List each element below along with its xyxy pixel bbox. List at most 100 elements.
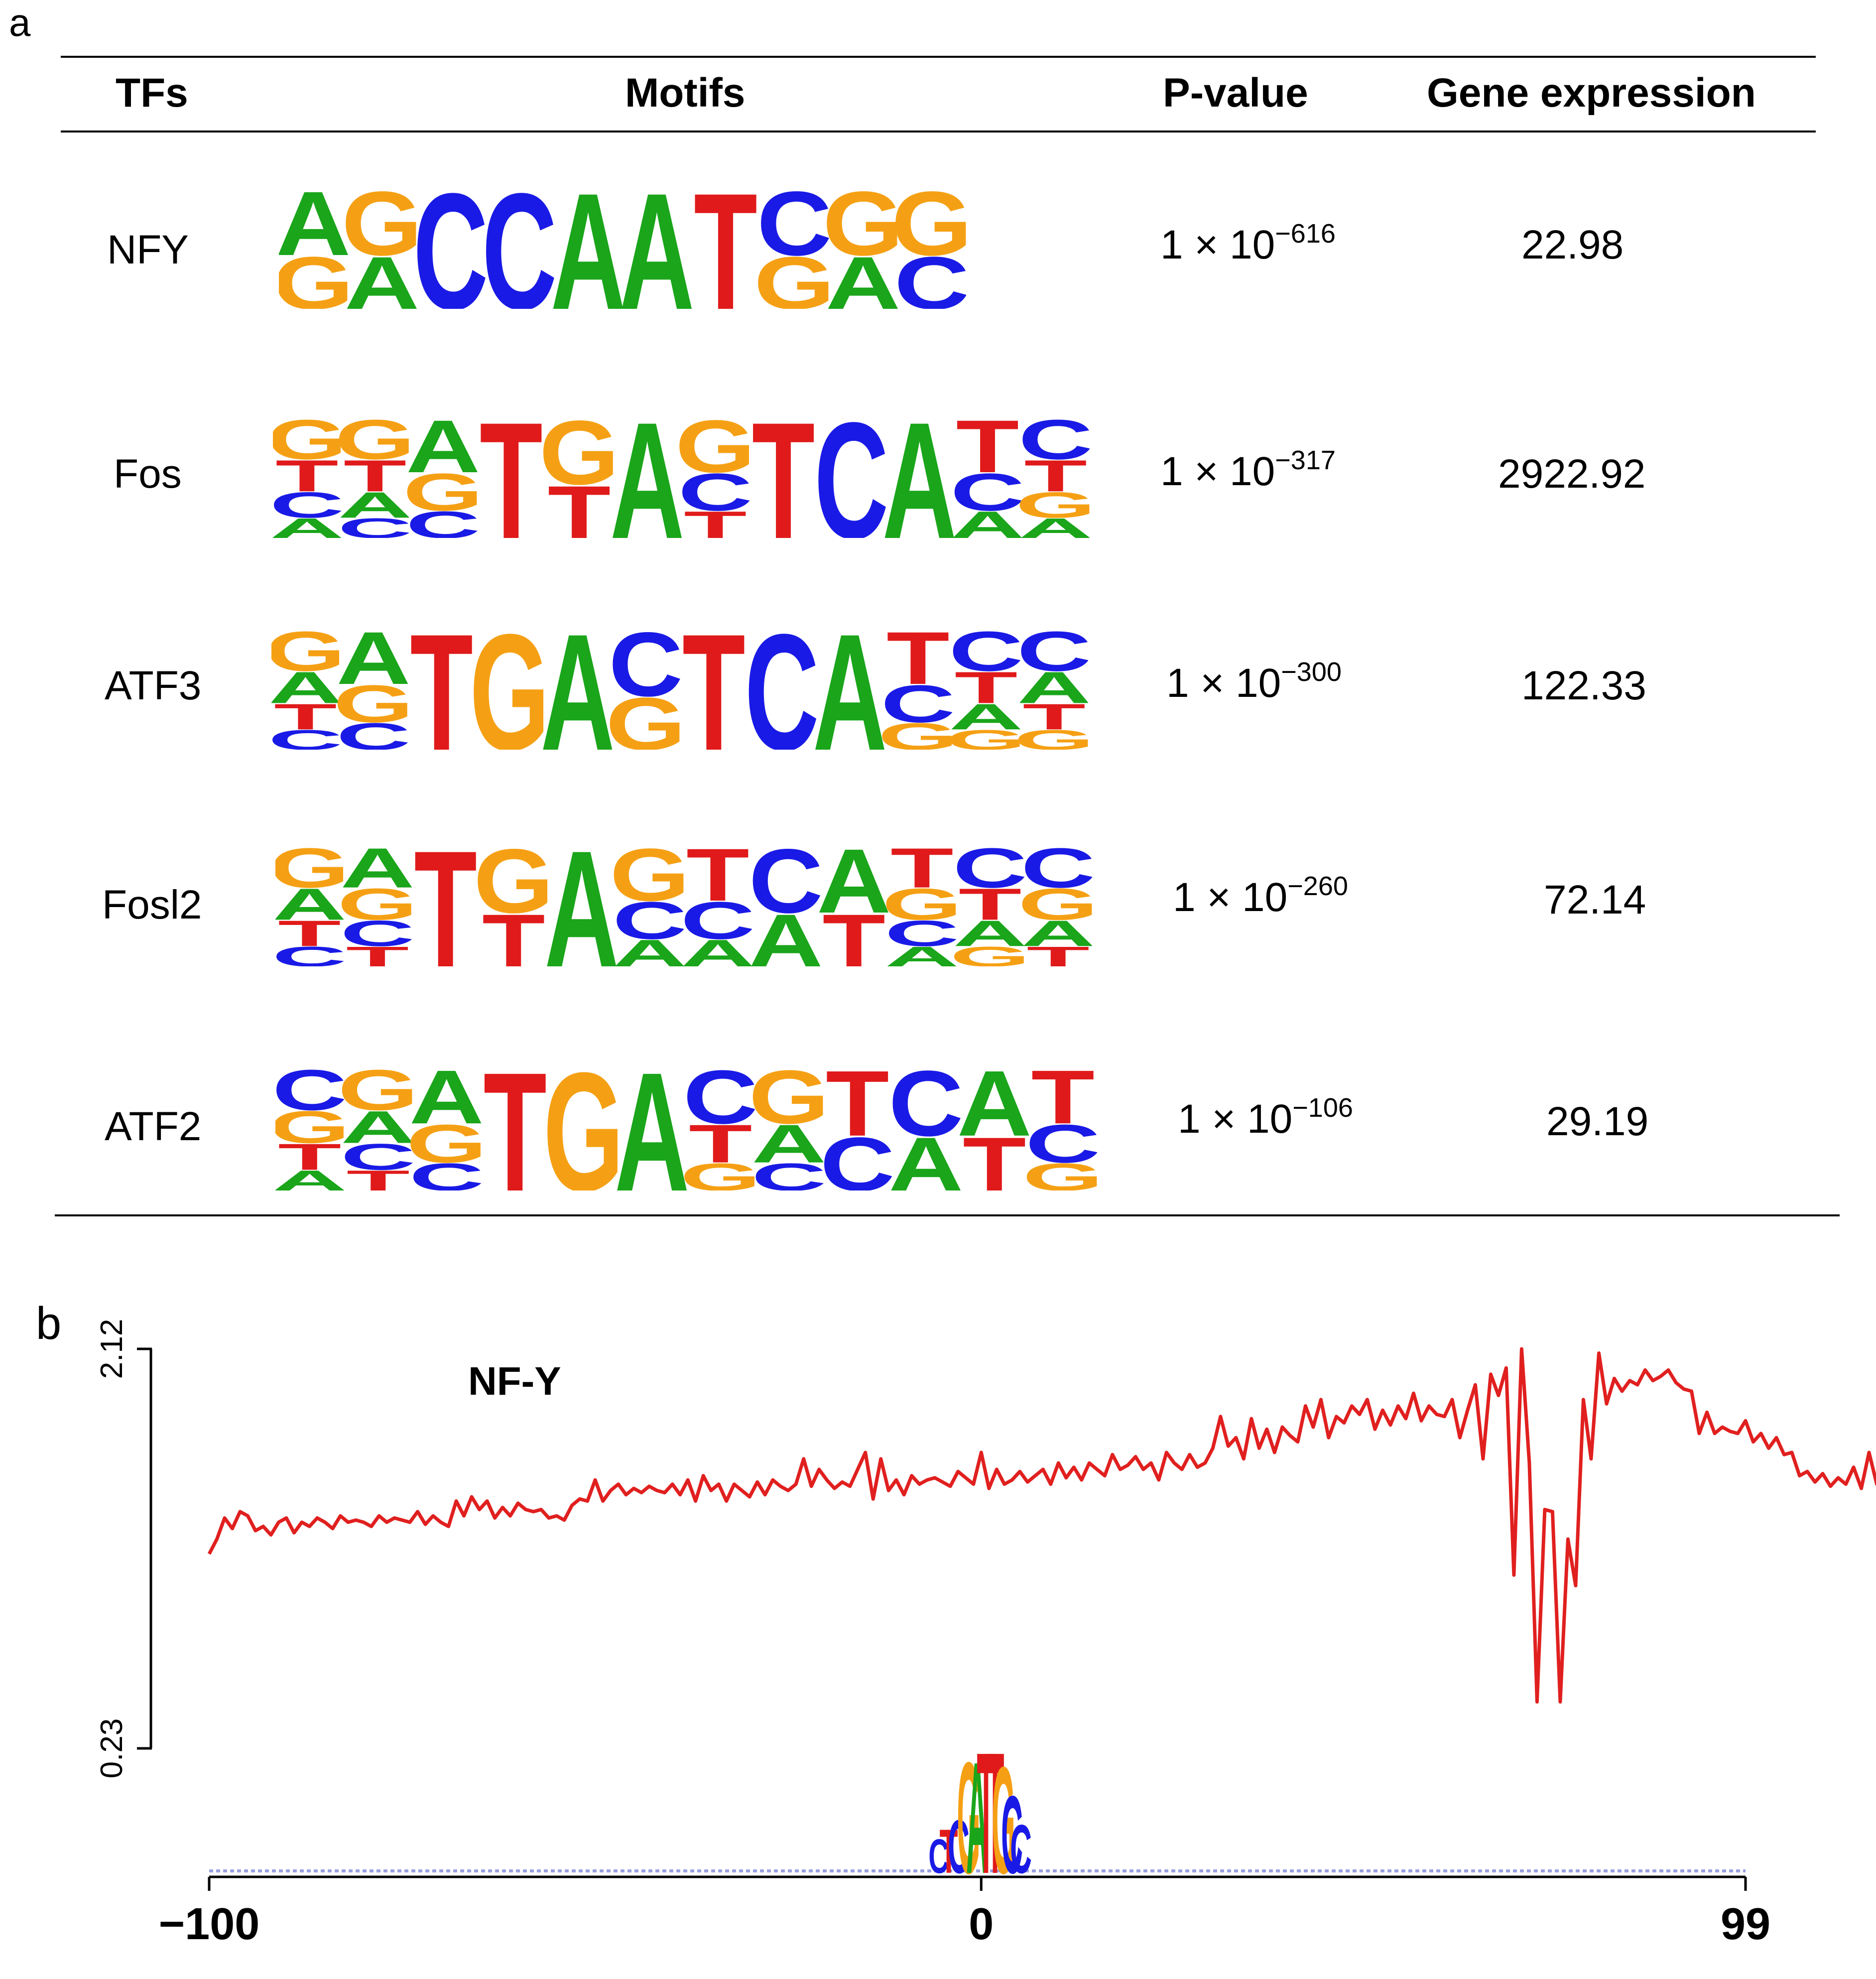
gene-expression-value: 122.33 (1521, 663, 1646, 708)
logo-letter-c: C (928, 1829, 949, 1883)
logo-letter-g: G (539, 418, 619, 504)
logo-letter-c: C (678, 462, 753, 522)
logo-letter-g: G (271, 630, 346, 683)
logo-letter-c: C (341, 1136, 415, 1178)
tf-name: Fosl2 (102, 882, 202, 927)
logo-letter-a: A (681, 932, 755, 966)
logo-letter-g: G (1022, 1156, 1097, 1190)
logo-letter-g: G (823, 189, 904, 274)
logo-letter-a: A (550, 189, 625, 309)
logo-letter-c: C (338, 513, 412, 538)
logo-letter-t: T (275, 451, 338, 501)
logo-letter-c: C (336, 715, 411, 750)
logo-letter-a: A (338, 485, 412, 526)
logo-letter-c: C (275, 1068, 347, 1122)
logo-letter-g: G (333, 674, 413, 733)
logo-letter-a: A (275, 879, 347, 929)
logo-letter-g: G (950, 941, 1030, 966)
logo-letter-t: T (686, 847, 750, 917)
logo-letter-g: G (610, 847, 690, 917)
logo-letter-c: C (1001, 1773, 1023, 1896)
header-tfs: TFs (116, 70, 188, 116)
logo-letter-g: G (406, 1114, 487, 1174)
logo-letter-g: G (275, 847, 350, 900)
logo-letter-t: T (1022, 696, 1085, 737)
logo-letter-t: T (939, 1817, 958, 1886)
x-tick-label: 99 (1721, 1899, 1770, 1949)
logo-letter-t: T (1026, 941, 1089, 966)
logo-letter-c: C (757, 189, 832, 274)
p-value: 1 × 10−317 (1160, 445, 1336, 494)
logo-letter-a: A (613, 932, 687, 966)
logo-letter-t: T (977, 1716, 995, 1910)
logo-letter-g: G (338, 1068, 418, 1122)
logo-letter-a: A (406, 418, 481, 488)
logo-letter-t: T (278, 913, 341, 954)
logo-letter-c: C (1018, 418, 1090, 471)
logo-letter-a: A (345, 241, 420, 309)
logo-letter-t: T (410, 630, 473, 750)
logo-letter-a: A (826, 241, 901, 309)
logo-letter-t: T (274, 696, 337, 737)
logo-letter-c: C (749, 847, 823, 932)
logo-letter-a: A (544, 847, 619, 966)
logo-letter-t: T (826, 1068, 889, 1155)
logo-letter-g: G (754, 241, 835, 309)
logo-letter-g: G (749, 1068, 829, 1140)
logo-letter-c: C (681, 891, 755, 950)
logo-letter-t: T (482, 899, 545, 966)
p-value: 1 × 10−616 (1160, 219, 1336, 267)
logo-letter-g: G (1018, 879, 1092, 929)
logo-letter-c: C (948, 1804, 970, 1889)
logo-letter-c: C (340, 913, 415, 954)
tf-name: Fos (114, 451, 182, 497)
logo-letter-t: T (484, 1068, 547, 1190)
logo-letter-t: T (956, 418, 1019, 488)
logo-letter-g: G (275, 1102, 350, 1153)
logo-letter-a: A (966, 1729, 988, 1907)
logo-letter-t: T (414, 847, 477, 966)
logo-letter-a: A (953, 913, 1027, 954)
logo-letter-t: T (689, 1114, 752, 1174)
logo-letter-a: A (751, 1114, 826, 1174)
table-bottom-rule (55, 1214, 1840, 1216)
p-value: 1 × 10−300 (1166, 657, 1342, 706)
logo-letter-a: A (888, 1121, 963, 1190)
logo-letter-c: C (894, 241, 966, 309)
logo-letter-a: A (1018, 513, 1090, 538)
logo-letter-t: T (822, 899, 885, 966)
logo-letter-t: T (959, 879, 1021, 929)
logo-letter-c: C (751, 1156, 826, 1190)
logo-letter-g: G (470, 630, 550, 750)
logo-letter-c: C (1021, 847, 1092, 900)
logo-letter-a: A (279, 189, 351, 274)
logo-letter-c: C (881, 674, 956, 733)
x-tick-label: 0 (969, 1899, 994, 1949)
logo-letter-c: C (1025, 1114, 1097, 1174)
logo-letter-c: C (1010, 1810, 1032, 1888)
logo-letter-a: A (615, 1068, 689, 1190)
logo-letter-g: G (878, 715, 958, 750)
logo-letter-c: C (413, 189, 488, 309)
logo-letter-c: C (683, 1068, 758, 1140)
logo-letter-a: A (817, 847, 891, 932)
header-motifs: Motifs (625, 70, 746, 116)
logo-letter-t: T (986, 1716, 1004, 1910)
logo-letter-g: G (474, 847, 554, 932)
gene-expression-value: 29.19 (1546, 1099, 1649, 1144)
logo-letter-g: G (543, 1068, 624, 1190)
logo-letter-a: A (882, 418, 957, 538)
logo-letter-g: G (1014, 724, 1088, 750)
y-tick-label: 0.23 (95, 1718, 129, 1779)
logo-letter-a: A (949, 696, 1023, 737)
logo-letter-t: T (890, 847, 953, 900)
gene-expression-value: 2922.92 (1498, 451, 1646, 497)
logo-letter-g: G (606, 682, 686, 750)
logo-letter-g: G (1015, 485, 1090, 526)
logo-letter-t: T (1024, 451, 1087, 501)
